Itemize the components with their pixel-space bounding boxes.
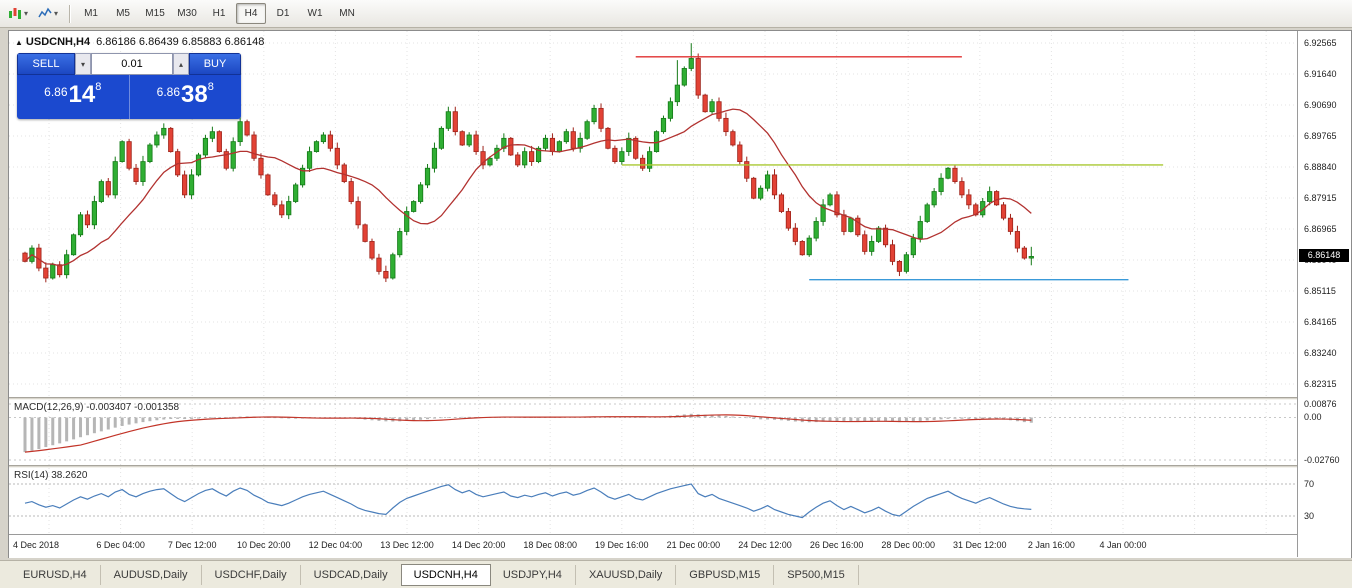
time-axis[interactable]: 4 Dec 2018 6 Dec 04:00 7 Dec 12:00 10 Dec 2…	[9, 534, 1351, 558]
timeframe-m1[interactable]: M1	[84, 8, 98, 19]
price-chart-panel[interactable]: ▲ USDCNH,H4 6.86186 6.86439 6.85883 6.8614…	[9, 31, 1297, 397]
tab-usdcnh-h4[interactable]: USDCNH,H4	[400, 563, 491, 586]
rsi-label: RSI(14) 38.2620	[14, 470, 88, 481]
time-axis-label: 10 Dec 20:00	[237, 540, 291, 550]
sell-price[interactable]: 6.86148	[17, 75, 130, 119]
chevron-down-icon: ▾	[24, 9, 29, 18]
tab-eurusd-h4[interactable]: EURUSD,H4	[10, 564, 101, 585]
sell-button[interactable]: SELL	[17, 53, 75, 75]
timeframe-m30[interactable]: M30	[177, 8, 197, 19]
price-axis-label: 6.87915	[1304, 193, 1337, 203]
time-axis-label: 18 Dec 08:00	[523, 540, 577, 550]
timeframe-buttons: M1 M5 M15 M30 H1 H4 D1 W1 MN	[75, 3, 363, 24]
time-axis-label: 2 Jan 16:00	[1027, 540, 1075, 550]
time-axis-label: 4 Jan 00:00	[1099, 540, 1147, 550]
price-axis-label: 6.92565	[1304, 38, 1337, 48]
price-axis-label: 6.90690	[1304, 100, 1337, 110]
macd-label: MACD(12,26,9) -0.003407 -0.001358	[14, 402, 180, 413]
price-axis-label: 6.88840	[1304, 162, 1337, 172]
volume-spinner[interactable]: ▴	[173, 53, 189, 75]
buy-button[interactable]: BUY	[189, 53, 241, 75]
buy-price[interactable]: 6.86388	[130, 75, 242, 119]
tab-usdcad-daily[interactable]: USDCAD,Daily	[301, 564, 402, 585]
tab-sp500-m15[interactable]: SP500,M15	[774, 564, 859, 585]
rsi-axis-label: 70	[1304, 479, 1315, 489]
price-axis-label: 6.83240	[1304, 348, 1337, 358]
price-axis-label: 6.84165	[1304, 317, 1337, 327]
time-axis-label: 12 Dec 04:00	[308, 540, 363, 550]
panel-splitter[interactable]	[9, 465, 1351, 468]
price-axis-label: 6.82315	[1304, 379, 1337, 389]
ohlc-values: 6.86186 6.86439 6.85883 6.86148	[96, 36, 265, 48]
buy-price-big: 38	[181, 81, 208, 108]
timeframe-h4[interactable]: H4	[236, 3, 267, 24]
rsi-indicator-panel[interactable]: RSI(14) 38.2620	[9, 468, 1297, 534]
sell-price-superscript: 8	[95, 81, 102, 93]
buy-price-superscript: 8	[207, 81, 214, 93]
timeframe-m5[interactable]: M5	[116, 8, 130, 19]
chart-type-button[interactable]: ▾	[4, 3, 32, 25]
price-chart-svg[interactable]	[9, 31, 1297, 397]
tab-usdjpy-h4[interactable]: USDJPY,H4	[490, 564, 576, 585]
time-axis-label: 21 Dec 00:00	[666, 540, 721, 550]
toolbar-separator	[69, 4, 71, 23]
chevron-down-icon: ▾	[54, 9, 59, 18]
bar-chart-icon	[9, 8, 21, 19]
indicators-button[interactable]: ▾	[34, 3, 62, 25]
sell-price-big: 14	[68, 81, 96, 108]
current-price-badge: 6.86148	[1299, 249, 1349, 262]
price-axis-label: 6.91640	[1304, 69, 1337, 79]
timeframe-m15[interactable]: M15	[145, 8, 165, 19]
tab-audusd-daily[interactable]: AUDUSD,Daily	[101, 564, 202, 585]
timeframe-d1[interactable]: D1	[276, 8, 290, 19]
timeframe-w1[interactable]: W1	[307, 8, 323, 19]
symbol-label: USDCNH,H4	[25, 36, 91, 48]
timeframe-h1[interactable]: H1	[212, 8, 226, 19]
price-axis[interactable]: 6.86148 0.00876 0.00 -0.02760 70 30 6.92…	[1297, 31, 1351, 557]
tab-usdchf-daily[interactable]: USDCHF,Daily	[202, 564, 301, 585]
price-axis-label: 6.85115	[1304, 286, 1336, 296]
time-axis-label: 4 Dec 2018	[13, 540, 60, 550]
time-axis-label: 26 Dec 16:00	[809, 540, 864, 550]
chart-title: ▲ USDCNH,H4 6.86186 6.86439 6.85883 6.8614…	[15, 36, 264, 48]
time-axis-label: 14 Dec 20:00	[451, 540, 506, 550]
time-axis-label: 6 Dec 04:00	[96, 540, 145, 550]
timeframe-mn[interactable]: MN	[339, 8, 355, 19]
tab-gbpusd-m15[interactable]: GBPUSD,M15	[676, 564, 775, 585]
rsi-chart-svg[interactable]	[9, 468, 1297, 534]
panel-splitter[interactable]	[9, 397, 1351, 400]
macd-chart-svg[interactable]	[9, 400, 1297, 465]
chart-window: ▲ USDCNH,H4 6.86186 6.86439 6.85883 6.8614…	[8, 30, 1352, 558]
symbol-marker-icon: ▲	[15, 38, 23, 47]
price-axis-label: 6.89765	[1304, 131, 1337, 141]
time-axis-label: 31 Dec 12:00	[953, 540, 1007, 550]
buy-price-prefix: 6.86	[156, 85, 181, 99]
time-axis-label: 24 Dec 12:00	[738, 540, 792, 550]
sell-price-prefix: 6.86	[44, 85, 68, 99]
time-axis-label: 19 Dec 16:00	[595, 540, 649, 550]
chart-tab-bar: EURUSD,H4 AUDUSD,Daily USDCHF,Daily USDCAD,…	[0, 560, 1352, 588]
macd-indicator-panel[interactable]: MACD(12,26,9) -0.003407 -0.001358	[9, 400, 1297, 465]
time-axis-label: 13 Dec 12:00	[380, 540, 434, 550]
macd-axis-label: 0.00	[1304, 412, 1322, 422]
chart-toolbar: ▾ ▾ M1 M5 M15 M30 H1 H4 D1 W1 MN	[0, 0, 1352, 28]
tab-xauusd-daily[interactable]: XAUUSD,Daily	[576, 564, 677, 585]
volume-input[interactable]	[91, 53, 173, 75]
sell-options-dropdown[interactable]: ▾	[75, 53, 91, 75]
rsi-axis-label: 30	[1304, 511, 1315, 521]
macd-axis-label: -0.02760	[1304, 455, 1340, 465]
one-click-trading-panel: SELL ▾ ▴ BUY 6.86148 6.86388	[17, 53, 241, 119]
time-axis-label: 7 Dec 12:00	[167, 540, 217, 550]
line-chart-icon	[38, 7, 52, 18]
price-axis-label: 6.86965	[1304, 224, 1337, 234]
time-axis-label: 28 Dec 00:00	[881, 540, 935, 550]
macd-axis-label: 0.00876	[1304, 399, 1337, 409]
